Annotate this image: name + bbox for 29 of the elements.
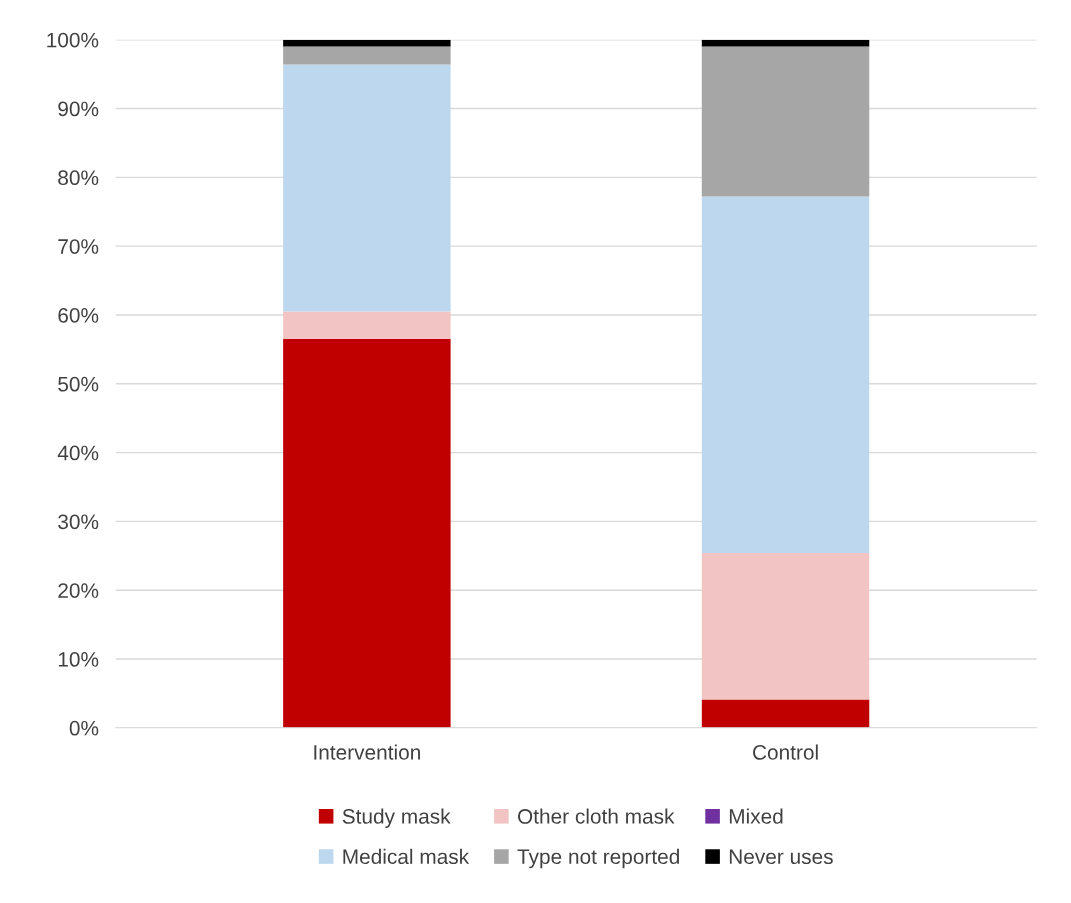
bar <box>701 46 870 197</box>
y-tick-label: 10% <box>58 652 99 667</box>
bar <box>283 64 451 312</box>
bar <box>701 699 870 728</box>
legend-label: Mixed <box>729 808 783 824</box>
y-tick-label: 60% <box>58 307 99 323</box>
legend-label: Never uses <box>729 849 833 865</box>
y-tick-label: 30% <box>58 514 99 530</box>
bar <box>701 553 870 700</box>
bar <box>283 46 451 65</box>
legend-label: Type not reported <box>517 848 679 869</box>
bar <box>283 339 451 728</box>
legend-label: Other cloth mask <box>517 808 675 824</box>
bar <box>283 311 451 340</box>
bar <box>283 39 451 47</box>
y-tick-label: 0% <box>69 720 99 736</box>
bar <box>701 196 870 554</box>
y-tick-label: 40% <box>57 445 99 461</box>
legend-label: Medical mask <box>343 848 470 865</box>
bar <box>701 39 870 47</box>
x-tick-label: Control <box>753 744 818 760</box>
y-tick-label: 50% <box>58 376 99 392</box>
y-tick-label: 80% <box>58 170 99 186</box>
legend-label: Study mask <box>342 808 451 828</box>
y-tick-label: 20% <box>58 583 99 598</box>
y-tick-label: 100% <box>47 32 99 48</box>
y-tick-label: 90% <box>58 101 99 117</box>
x-tick-label: Intervention <box>314 744 420 760</box>
y-tick-label: 70% <box>58 239 99 254</box>
